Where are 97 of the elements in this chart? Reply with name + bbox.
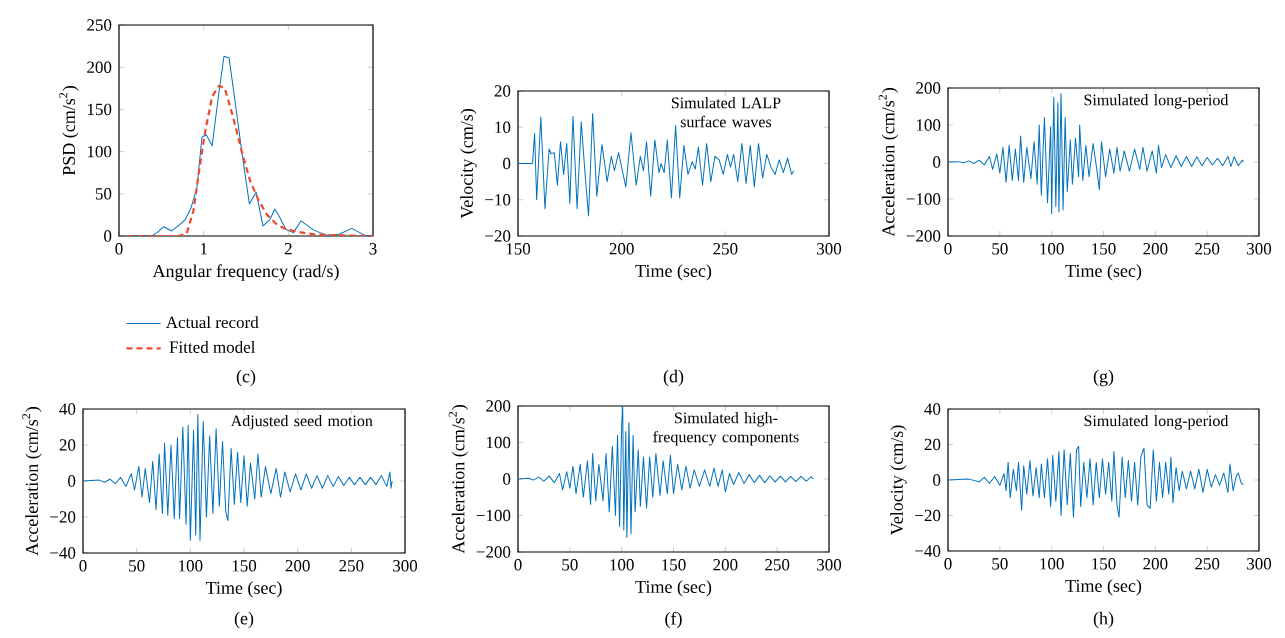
x-tick-label: 100 <box>179 560 203 572</box>
x-tick-label: 250 <box>1195 558 1220 570</box>
y-axis-title: Acceleration (cm/s$^{2}$) <box>448 405 469 554</box>
x-tick-label: 0 <box>944 558 952 570</box>
y-tick-label: −200 <box>476 546 511 558</box>
y-tick-label: 0 <box>933 474 941 486</box>
y-tick-label: −20 <box>915 509 941 522</box>
y-tick-label: −100 <box>906 193 941 205</box>
annotation: Simulated long-period <box>1084 414 1229 430</box>
y-tick-label: 20 <box>59 439 76 451</box>
x-tick-label: 0 <box>79 560 87 572</box>
text: (e) <box>234 611 254 629</box>
x-tick-label: 50 <box>562 559 578 571</box>
x-tick-label: 2 <box>284 243 292 255</box>
x-tick-label: 300 <box>1247 243 1272 255</box>
x-tick-label: 200 <box>285 560 310 572</box>
legend-label: Fitted model <box>169 340 256 353</box>
annotation: Simulated LALP surface waves <box>671 97 781 128</box>
line-series <box>948 445 1244 518</box>
text: (h) <box>1093 611 1114 629</box>
annotation: Adjusted seed motion <box>230 415 373 430</box>
x-tick-label: 0 <box>115 243 123 255</box>
y-tick-label: 250 <box>87 19 112 31</box>
y-tick-label: 150 <box>87 103 112 116</box>
y-tick-label: 40 <box>924 403 941 415</box>
legend-label: Actual record <box>165 316 259 329</box>
y-tick-label: 200 <box>486 400 511 412</box>
y-tick-label: 0 <box>68 475 76 487</box>
line-series <box>518 406 814 538</box>
y-axis-title: Velocity (cm/s) <box>460 109 477 219</box>
line-series <box>83 413 393 541</box>
text: (f) <box>665 611 682 629</box>
y-axis-title: Acceleration (cm/s$^{2}$) <box>22 407 42 556</box>
y-tick-label: −200 <box>906 230 941 242</box>
y-tick-label: 0 <box>104 230 112 242</box>
y-tick-label: −40 <box>50 547 76 559</box>
x-tick-label: 250 <box>765 559 790 571</box>
y-tick-label: 200 <box>916 82 941 94</box>
x-axis-title: Time (sec) <box>205 581 282 598</box>
y-axis-title: PSD (cm/s$^{2}$) <box>59 86 79 176</box>
x-tick-label: 200 <box>713 559 738 571</box>
x-tick-label: 50 <box>129 560 145 572</box>
x-tick-label: 100 <box>610 559 634 571</box>
x-tick-label: 300 <box>817 243 842 255</box>
text: (d) <box>663 369 684 387</box>
x-tick-label: 50 <box>992 558 1008 570</box>
y-tick-label: 40 <box>59 403 76 415</box>
x-tick-label: 0 <box>514 559 522 571</box>
y-tick-label: 100 <box>916 119 941 131</box>
y-tick-label: −10 <box>485 194 511 206</box>
y-tick-label: 20 <box>494 85 511 97</box>
y-axis-title: Velocity (cm/s) <box>890 425 907 536</box>
y-tick-label: 0 <box>933 156 941 168</box>
y-tick-label: −40 <box>915 545 941 557</box>
y-tick-label: −100 <box>476 509 511 522</box>
y-axis-title: Acceleration (cm/s$^{2}$) <box>878 88 899 237</box>
y-tick-label: 50 <box>95 188 112 200</box>
x-tick-label: 200 <box>1143 243 1168 255</box>
x-axis-title: Time (sec) <box>1065 264 1142 281</box>
x-tick-label: 3 <box>369 243 377 255</box>
x-tick-label: 150 <box>662 559 686 571</box>
y-tick-label: 100 <box>486 436 511 449</box>
x-tick-label: 200 <box>1143 558 1168 570</box>
x-tick-label: 300 <box>817 559 842 571</box>
annotation: Simulated long-period <box>1084 94 1229 109</box>
y-tick-label: 0 <box>503 157 511 170</box>
y-tick-label: −20 <box>485 230 511 242</box>
line-series <box>126 84 373 236</box>
x-axis-title: Angular frequency (rad/s) <box>152 264 339 281</box>
x-tick-label: 150 <box>232 560 257 572</box>
line-series <box>518 112 795 217</box>
text: (g) <box>1093 369 1114 387</box>
annotation: Simulated high-frequency components <box>653 412 799 446</box>
y-tick-label: 10 <box>495 121 511 133</box>
x-tick-label: 150 <box>1092 243 1116 255</box>
y-tick-label: 200 <box>87 61 112 73</box>
x-axis-title: Time (sec) <box>1065 579 1142 596</box>
x-tick-label: 1 <box>200 243 207 255</box>
x-tick-label: 250 <box>713 243 738 255</box>
line-series <box>948 93 1244 215</box>
x-tick-label: 0 <box>944 243 952 255</box>
y-tick-label: 0 <box>503 473 511 485</box>
text: (c) <box>236 369 256 387</box>
x-tick-label: 250 <box>1195 243 1220 255</box>
x-axis-title: Time (sec) <box>635 264 712 281</box>
x-tick-label: 150 <box>1092 558 1116 570</box>
x-tick-label: 300 <box>1247 558 1272 570</box>
y-tick-label: 20 <box>924 438 941 451</box>
x-tick-label: 200 <box>609 243 634 255</box>
x-axis-title: Time (sec) <box>635 580 712 597</box>
x-tick-label: 50 <box>992 243 1008 255</box>
y-tick-label: 100 <box>87 145 112 158</box>
y-tick-label: −20 <box>50 511 76 523</box>
x-tick-label: 100 <box>1040 243 1064 255</box>
x-tick-label: 300 <box>393 560 418 572</box>
x-tick-label: 100 <box>1040 558 1064 570</box>
x-tick-label: 250 <box>339 560 364 572</box>
